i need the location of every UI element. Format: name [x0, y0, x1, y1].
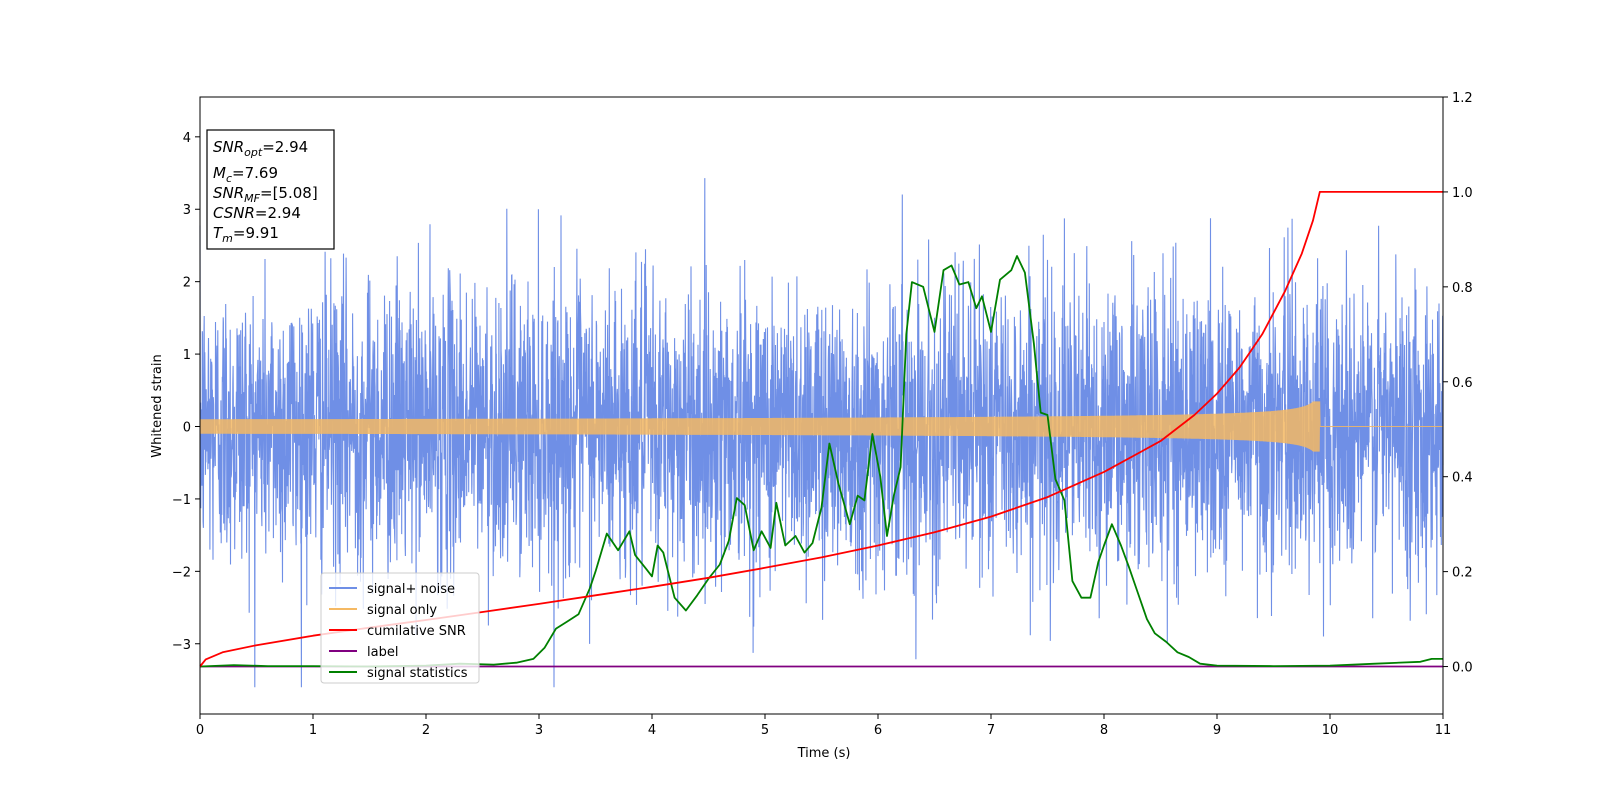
legend-frame [320, 572, 480, 684]
info-mc: Mc=7.69 [213, 164, 278, 185]
x-tick-label: 11 [1435, 723, 1452, 738]
signal-only-line [199, 401, 1443, 452]
info-snr-mf: SNRMF=[5.08] [213, 184, 318, 205]
y-right-tick-label: 0.8 [1452, 281, 1473, 296]
x-tick-label: 6 [874, 723, 882, 738]
x-tick-label: 3 [535, 723, 543, 738]
y-left-tick-label: 2 [183, 276, 191, 291]
legend-label: label [367, 645, 398, 660]
x-tick-label: 8 [1100, 723, 1108, 738]
x-axis-label: Time (s) [797, 746, 851, 761]
legend-label: signal statistics [367, 666, 468, 681]
signal-only-layer [199, 401, 1443, 452]
x-tick-label: 5 [761, 723, 769, 738]
x-tick-label: 1 [309, 723, 317, 738]
info-box: SNRopt=2.94 Mc=7.69 SNRMF=[5.08] CSNR=2.… [206, 129, 335, 250]
y-right-tick-label: 1.2 [1452, 91, 1473, 106]
info-csnr: CSNR=2.94 [213, 204, 301, 222]
plot-frame [199, 96, 1444, 715]
x-tick-label: 2 [422, 723, 430, 738]
info-box-frame [206, 129, 335, 250]
y-left-tick-label: −3 [172, 638, 191, 653]
y-right-tick-label: 0.0 [1452, 661, 1473, 676]
axes-layer: 0 1 2 3 4 5 6 7 8 9 10 11 −3 −2 −1 0 1 2 3 4 0.0 0.2 0.4 0.6 0.8… [172, 91, 1473, 738]
y-left-tick-label: 3 [183, 203, 191, 218]
signal-statistics-line [199, 255, 1443, 668]
y-left-tick-label: −2 [172, 565, 191, 580]
y-left-tick-label: 0 [183, 421, 191, 436]
y-right-tick-label: 0.2 [1452, 566, 1473, 581]
x-tick-label: 4 [648, 723, 656, 738]
x-tick-label: 7 [987, 723, 995, 738]
info-snr-opt: SNRopt=2.94 [213, 138, 308, 159]
y-right-tick-label: 1.0 [1452, 186, 1473, 201]
legend-label: signal+ noise [367, 582, 455, 597]
y-left-tick-label: −1 [172, 493, 191, 508]
legend: signal+ noise signal only cumilative SNR la… [320, 572, 480, 684]
y-right-tick-label: 0.4 [1452, 471, 1473, 486]
y-axis-label: Whitened strain [150, 354, 165, 457]
info-tm: Tm=9.91 [213, 224, 279, 245]
legend-label: cumilative SNR [367, 624, 466, 639]
legend-label: signal only [367, 603, 437, 618]
x-tick-label: 9 [1213, 723, 1221, 738]
y-left-tick-label: 1 [183, 348, 191, 363]
x-tick-label: 10 [1322, 723, 1339, 738]
x-tick-label: 0 [196, 723, 204, 738]
y-right-tick-label: 0.6 [1452, 376, 1473, 391]
y-left-tick-label: 4 [183, 131, 191, 146]
